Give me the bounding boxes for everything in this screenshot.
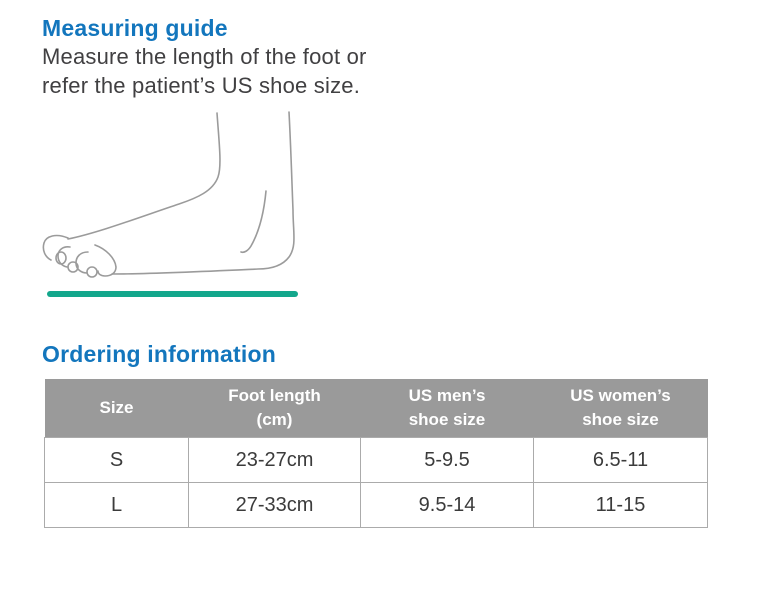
sizing-table-header: Size Foot length (cm) US men’s shoe size U…	[44, 379, 708, 438]
cell-us-mens: 5-9.5	[360, 437, 534, 483]
cell-us-womens: 6.5-11	[533, 437, 708, 483]
foot-toe-3	[75, 251, 89, 274]
table-row-size-l: L 27-33cm 9.5-14 11-15	[44, 482, 708, 528]
foot-illustration	[42, 111, 295, 278]
description-line-1: Measure the length of the foot or	[42, 44, 367, 69]
foot-ankle-crease	[240, 190, 267, 254]
cell-foot-length: 23-27cm	[188, 437, 361, 483]
description-line-2: refer the patient’s US shoe size.	[42, 73, 361, 98]
col-header-us-mens: US men’s shoe size	[360, 379, 534, 438]
measure-line	[47, 291, 298, 297]
cell-us-womens: 11-15	[533, 482, 708, 528]
measuring-guide-title: Measuring guide	[42, 15, 228, 41]
measuring-guide-description: Measure the length of the foot or refer …	[42, 42, 367, 100]
col-header-size: Size	[44, 379, 189, 438]
table-row-size-s: S 23-27cm 5-9.5 6.5-11	[44, 437, 708, 483]
sizing-table: Size Foot length (cm) US men’s shoe size U…	[44, 379, 708, 528]
foot-toe-2	[57, 246, 71, 268]
foot-toe-2-nail	[67, 261, 79, 273]
cell-us-mens: 9.5-14	[360, 482, 534, 528]
foot-toe-1	[42, 234, 69, 261]
cell-foot-length: 27-33cm	[188, 482, 361, 528]
foot-instep-line	[67, 112, 221, 240]
col-header-foot-length: Foot length (cm)	[188, 379, 361, 438]
cell-size: L	[44, 482, 189, 528]
foot-big-toe	[94, 244, 117, 277]
cell-size: S	[44, 437, 189, 483]
ordering-information-title: Ordering information	[42, 341, 276, 367]
foot-toe-3-nail	[86, 266, 98, 278]
col-header-us-womens: US women’s shoe size	[533, 379, 708, 438]
foot-heel-sole-line	[111, 111, 295, 275]
